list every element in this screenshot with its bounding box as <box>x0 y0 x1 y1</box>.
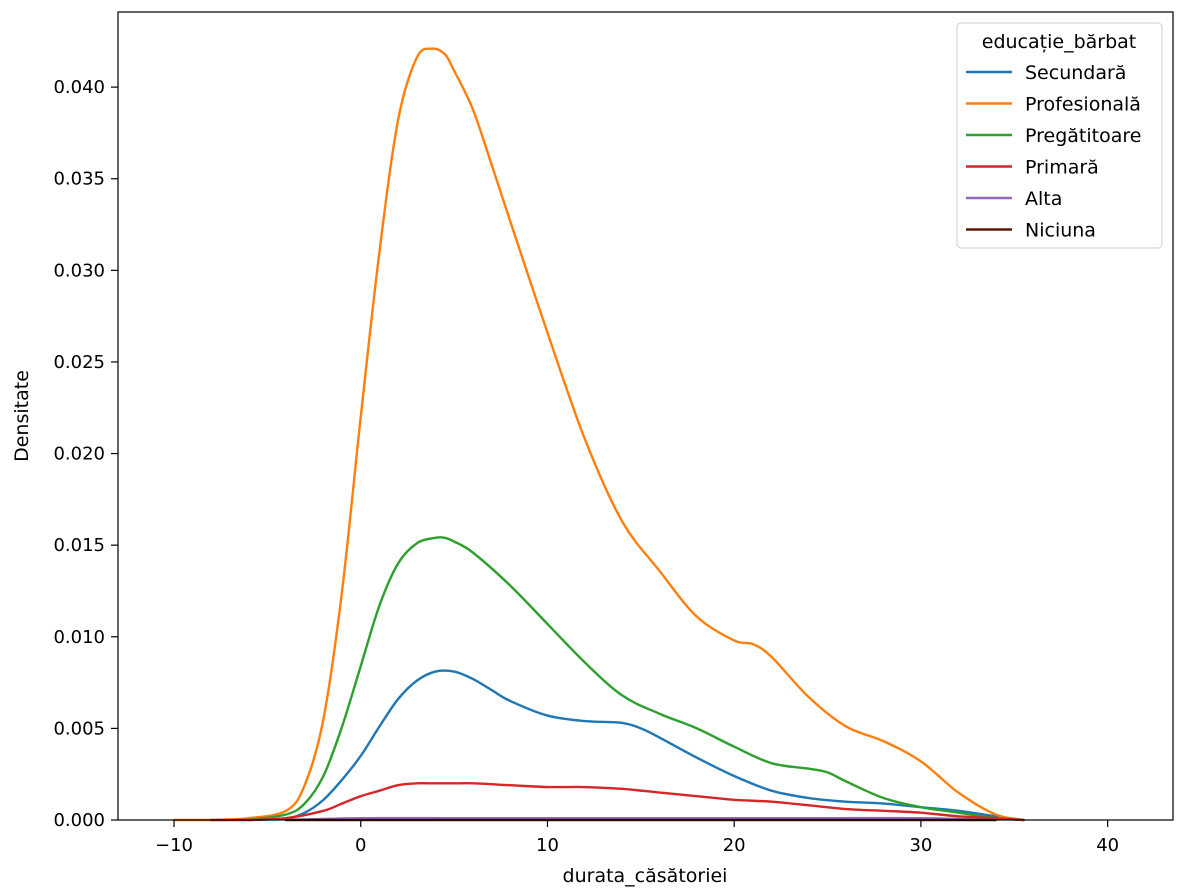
legend-label: Primară <box>1025 157 1099 179</box>
x-tick-label: 40 <box>1096 835 1119 856</box>
y-axis: 0.000 0.005 0.010 0.015 0.020 0.025 0.030 0.035… <box>53 77 118 831</box>
x-tick-label: 20 <box>723 835 746 856</box>
y-tick-label: 0.010 <box>53 627 105 648</box>
y-tick-label: 0.020 <box>53 444 105 465</box>
x-tick-label: 0 <box>355 835 366 856</box>
legend-title: educație_bărbat <box>982 31 1136 53</box>
x-tick-label: 10 <box>536 835 559 856</box>
legend-label: Profesională <box>1025 94 1141 116</box>
legend-label: Secundară <box>1025 62 1126 84</box>
y-tick-label: 0.035 <box>53 169 105 190</box>
series-line-secundara <box>247 669 1025 822</box>
series-line-profesionala <box>172 47 1025 822</box>
y-tick-label: 0.030 <box>53 260 105 281</box>
y-tick-label: 0.025 <box>53 352 105 373</box>
legend-label: Alta <box>1025 188 1062 210</box>
legend-items: Secundară Profesională Pregătitoare Primară… <box>966 62 1141 242</box>
y-tick-label: 0.015 <box>53 535 105 556</box>
plot-frame <box>117 11 1174 821</box>
x-tick-label: 30 <box>909 835 932 856</box>
x-tick-label: −10 <box>155 835 193 856</box>
legend: educație_bărbat Secundară Profesională Pre… <box>956 22 1163 249</box>
series-line-primara <box>210 782 1025 822</box>
legend-label: Niciuna <box>1025 220 1096 242</box>
legend-label: Pregătitoare <box>1025 125 1141 147</box>
y-axis-label: Densitate <box>11 370 33 462</box>
y-tick-label: 0.040 <box>53 77 105 98</box>
legend-frame <box>956 22 1163 249</box>
series-line-pregatitoare <box>247 536 1025 822</box>
series-line-alta <box>284 816 997 822</box>
x-axis-label: durata_căsătoriei <box>563 865 728 887</box>
x-axis: −10 0 10 20 30 40 <box>155 820 1119 856</box>
y-tick-label: 0.000 <box>53 810 105 831</box>
y-tick-label: 0.005 <box>53 718 105 739</box>
